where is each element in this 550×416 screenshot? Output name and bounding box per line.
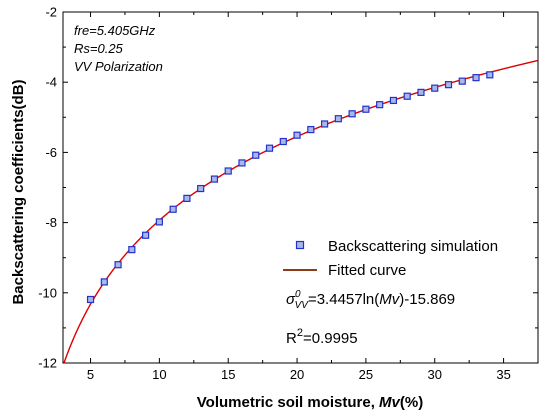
- simulation-point: [265, 144, 274, 152]
- x-axis-title-unit: (%): [400, 394, 423, 411]
- annotation-rs: Rs=0.25: [74, 41, 124, 56]
- simulation-point: [376, 101, 384, 109]
- simulation-point: [224, 167, 232, 175]
- simulation-point: [320, 120, 329, 128]
- fitted-curve-layer: [63, 59, 539, 364]
- fit-equation-sigma: σ: [286, 291, 296, 308]
- r-squared-text: R2=0.9995: [286, 327, 358, 347]
- legend-label-simulation: Backscattering simulation: [328, 238, 498, 255]
- annotation-polarization: VV Polarization: [74, 59, 163, 74]
- simulation-point: [128, 246, 136, 254]
- x-tick-label: 10: [152, 367, 166, 382]
- x-tick-label: 5: [87, 367, 94, 382]
- simulation-point: [86, 295, 95, 304]
- legend: Backscattering simulation Fitted curve: [283, 238, 498, 279]
- simulation-point: [458, 77, 466, 85]
- r-squared-value: =0.9995: [303, 330, 358, 347]
- x-tick-label: 20: [290, 367, 304, 382]
- fitted-curve: [63, 59, 539, 364]
- annotations: fre=5.405GHz Rs=0.25 VV Polarization: [74, 23, 163, 74]
- simulation-point: [362, 105, 370, 113]
- fit-equation: σ0 VV=3.4457ln(Mv)-15.869 R2=0.9995: [286, 289, 455, 347]
- simulation-point: [417, 88, 425, 96]
- x-tick-label: 15: [221, 367, 235, 382]
- x-tick-label: 25: [359, 367, 373, 382]
- y-tick-label: -6: [45, 145, 57, 160]
- x-tick-label: 35: [496, 367, 510, 382]
- y-axis-title: Backscattering coefficients(dB): [10, 79, 27, 304]
- simulation-point: [431, 84, 439, 92]
- simulation-point: [238, 159, 246, 167]
- simulation-point: [486, 71, 494, 79]
- simulation-point: [334, 115, 342, 123]
- y-tick-label: -10: [38, 285, 57, 300]
- simulation-point: [279, 137, 287, 146]
- simulation-point: [197, 184, 205, 193]
- simulation-points-layer: [86, 71, 494, 304]
- simulation-point: [348, 110, 356, 118]
- simulation-point: [210, 175, 219, 183]
- simulation-point: [169, 205, 177, 213]
- simulation-point: [155, 218, 163, 226]
- x-tick-label: 30: [428, 367, 442, 382]
- simulation-point: [472, 74, 480, 82]
- y-tick-label: -12: [38, 356, 57, 371]
- x-axis-title-var: Mv: [379, 394, 401, 411]
- legend-marker-simulation: [295, 240, 305, 250]
- simulation-point: [403, 92, 411, 100]
- simulation-point: [444, 81, 453, 89]
- simulation-point: [142, 231, 150, 239]
- y-tick-label: -8: [45, 215, 57, 230]
- fit-equation-post: )-15.869: [399, 291, 455, 308]
- simulation-point: [100, 278, 108, 286]
- r-squared-sup: 2: [297, 327, 303, 339]
- simulation-point: [307, 125, 315, 134]
- fit-equation-text: σ0 VV=3.4457ln(Mv)-15.869: [286, 289, 455, 311]
- x-axis-title-main: Volumetric soil moisture,: [197, 394, 379, 411]
- y-tick-label: -2: [45, 5, 57, 20]
- fit-equation-sup: 0: [295, 289, 301, 300]
- simulation-point: [114, 261, 122, 269]
- simulation-point: [252, 151, 260, 159]
- fit-equation-var: Mv: [379, 291, 400, 308]
- axes: 5 10 15 20 25 30 35-12-10-8-6-4-2: [38, 5, 539, 382]
- fit-equation-sub: VV: [295, 300, 310, 311]
- simulation-point: [183, 194, 191, 202]
- legend-label-fitted: Fitted curve: [328, 262, 406, 279]
- fit-equation-pre: =3.4457ln(: [308, 291, 379, 308]
- simulation-point: [389, 96, 398, 105]
- annotation-frequency: fre=5.405GHz: [74, 23, 156, 38]
- y-tick-label: -4: [45, 75, 57, 90]
- x-axis-title: Volumetric soil moisture, Mv(%): [197, 394, 423, 411]
- r-squared-base: R: [286, 330, 297, 347]
- simulation-point: [293, 131, 301, 139]
